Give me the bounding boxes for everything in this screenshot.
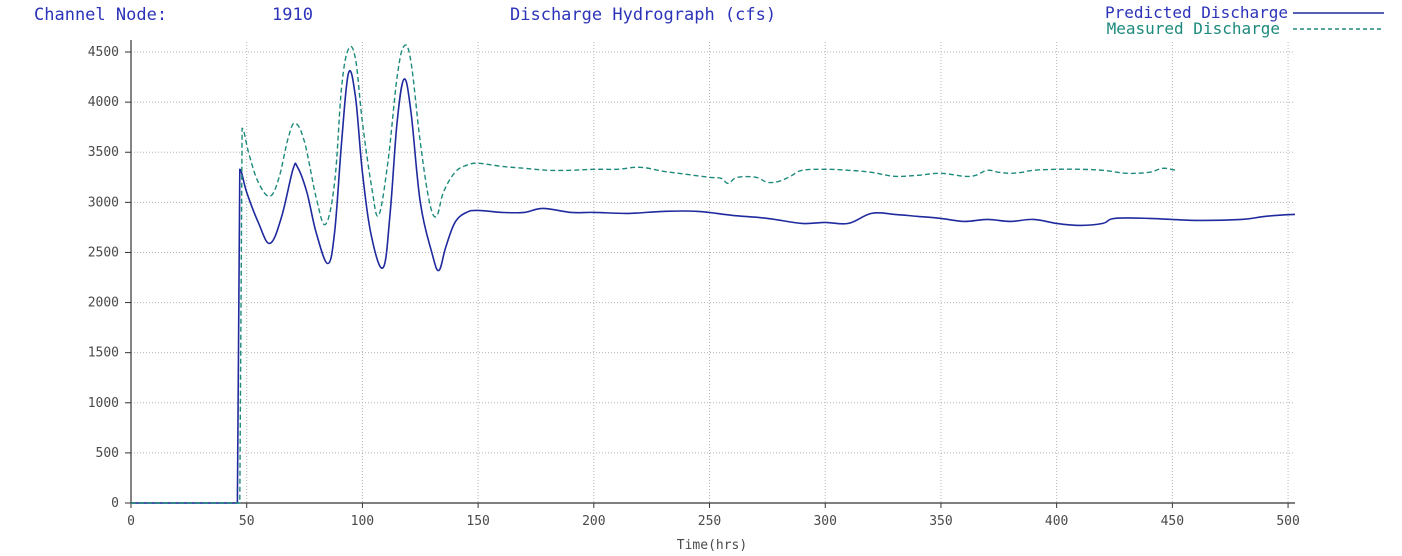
series — [131, 44, 1296, 504]
y-tick-label: 3000 — [88, 195, 119, 210]
y-tick-label: 4000 — [88, 95, 119, 110]
y-tick-label: 2500 — [88, 245, 119, 260]
x-axis-label: Time(hrs) — [677, 538, 747, 552]
channel-node-label: Channel Node: — [34, 5, 167, 25]
x-tick-label: 300 — [813, 514, 836, 529]
chart-title: Discharge Hydrograph (cfs) — [510, 5, 776, 25]
y-tick-label: 0 — [111, 496, 119, 511]
legend-label-measured: Measured Discharge — [1107, 19, 1280, 38]
y-tick-label: 1000 — [88, 396, 119, 411]
x-tick-label: 350 — [929, 514, 952, 529]
legend-label-predicted: Predicted Discharge — [1105, 3, 1288, 22]
x-tick-label: 400 — [1045, 514, 1068, 529]
x-tick-label: 450 — [1161, 514, 1184, 529]
channel-node-value: 1910 — [272, 5, 313, 25]
x-tick-label: 50 — [239, 514, 255, 529]
x-tick-label: 500 — [1276, 514, 1299, 529]
x-tick-label: 250 — [698, 514, 721, 529]
predicted-discharge-line — [131, 70, 1296, 504]
legend: Predicted Discharge Measured Discharge — [1105, 3, 1384, 38]
x-tick-label: 200 — [582, 514, 605, 529]
x-tick-label: 0 — [127, 514, 135, 529]
y-tick-label: 1500 — [88, 346, 119, 361]
y-tick-label: 3500 — [88, 145, 119, 160]
y-tick-label: 500 — [96, 446, 119, 461]
axes: 0 500 1000 1500 2000 2500 3000 3500 4000 4500 0 50 1… — [88, 40, 1300, 529]
x-tick-label: 100 — [351, 514, 374, 529]
y-tick-label: 4500 — [88, 45, 119, 60]
measured-discharge-line — [131, 44, 1178, 504]
grid — [131, 42, 1295, 503]
y-tick-label: 2000 — [88, 296, 119, 311]
x-tick-label: 150 — [466, 514, 489, 529]
